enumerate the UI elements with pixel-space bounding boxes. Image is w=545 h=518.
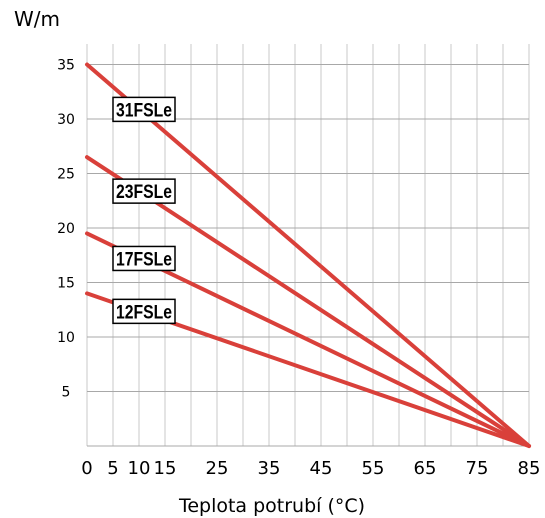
series-label-box: [112, 298, 176, 325]
x-tick-label: 5: [107, 458, 118, 479]
series-label-text: 31FSLe: [116, 100, 172, 121]
series-labels: 31FSLe 23FSLe 17FSLe 12FSLe: [112, 96, 176, 325]
x-tick-label: 10: [128, 458, 151, 479]
y-tick-label: 10: [57, 330, 75, 346]
y-tick-label: 15: [57, 276, 75, 292]
series-label-31FSLe: 31FSLe: [112, 96, 176, 123]
x-tick-label: 35: [258, 458, 281, 479]
series-label-text: 17FSLe: [116, 249, 172, 270]
series-label-17FSLe: 17FSLe: [112, 245, 176, 272]
y-tick-label: 25: [57, 167, 75, 183]
series-label-text: 23FSLe: [116, 182, 172, 203]
y-axis-label: W/m: [14, 7, 60, 31]
x-tick-label: 45: [310, 458, 333, 479]
x-axis-label: Teplota potrubí (°C): [178, 495, 365, 517]
series-label-box: [112, 96, 176, 123]
series-label-text: 12FSLe: [116, 302, 172, 323]
x-tick-label: 0: [81, 458, 92, 479]
series-line-23FSLe: [85, 155, 531, 448]
series-label-box: [112, 245, 176, 272]
x-tick-label: 75: [466, 458, 489, 479]
x-tick-label: 85: [518, 458, 541, 479]
y-tick-label: 5: [62, 385, 71, 401]
series-line-31FSLe: [85, 62, 531, 448]
y-tick-label: 35: [57, 58, 75, 74]
x-tick-label: 25: [206, 458, 229, 479]
x-tick-label: 15: [154, 458, 177, 479]
x-tick-label: 65: [414, 458, 437, 479]
series-label-23FSLe: 23FSLe: [112, 178, 176, 204]
y-tick-label: 30: [57, 112, 75, 128]
y-tick-label: 20: [57, 221, 75, 237]
series-label-box: [112, 178, 176, 204]
x-tick-label: 55: [362, 458, 385, 479]
series-label-12FSLe: 12FSLe: [112, 298, 176, 325]
